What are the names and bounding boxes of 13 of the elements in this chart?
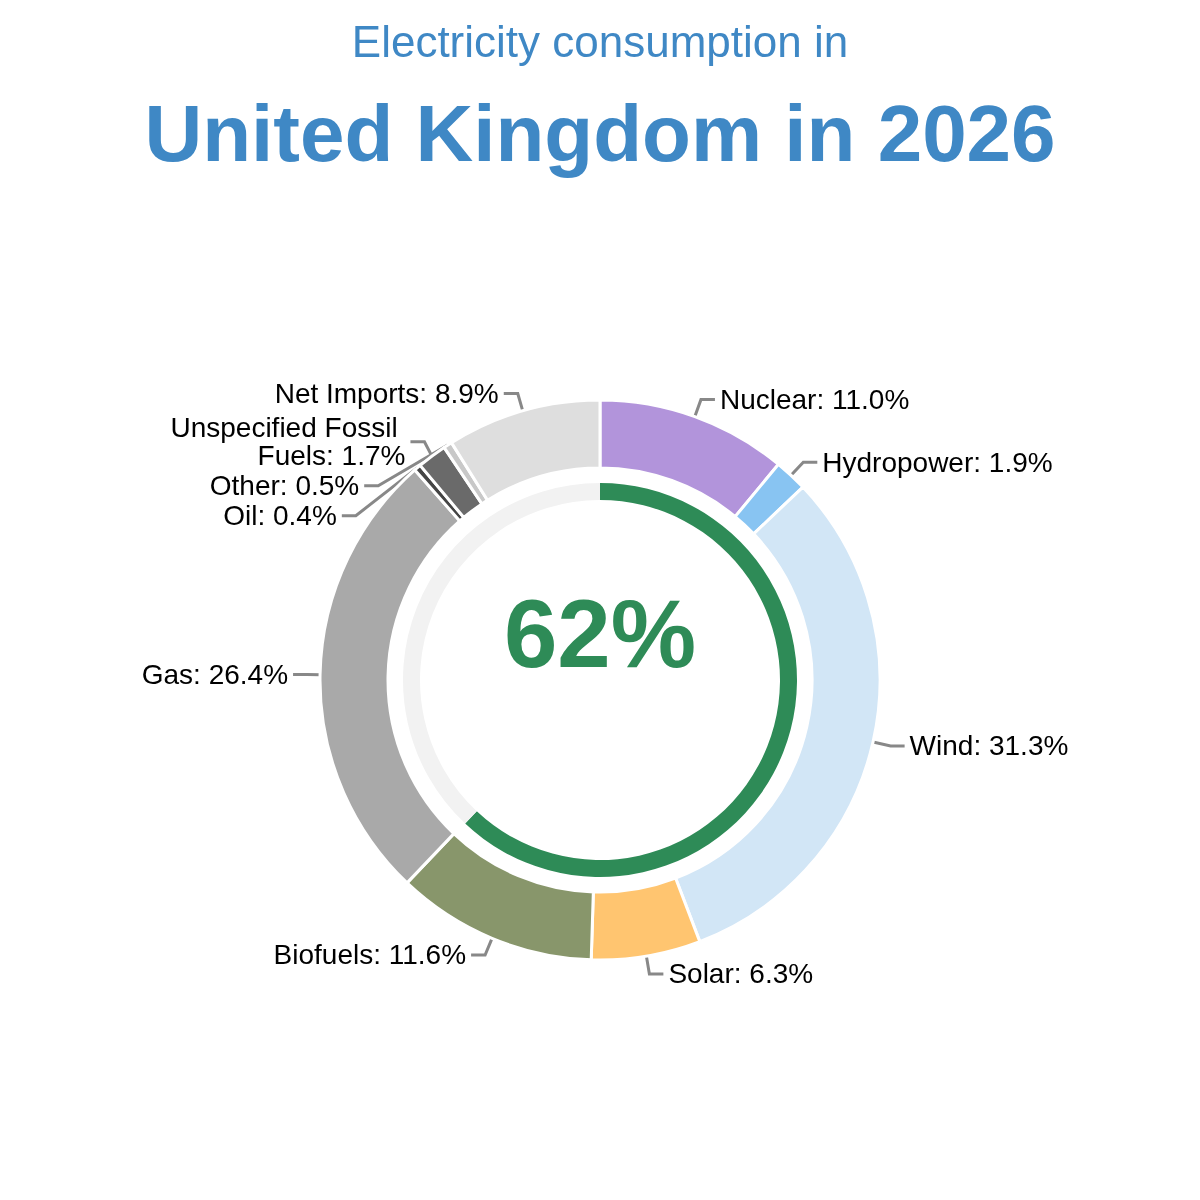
- text: 62%: [503, 579, 697, 687]
- slice-label: Other: 0.5%: [209, 470, 360, 502]
- slice-label: Nuclear: 11.0%: [719, 384, 910, 416]
- slice-label: Oil: 0.4%: [223, 500, 337, 532]
- slice-label: Solar: 6.3%: [668, 958, 814, 990]
- slice-label: Net Imports: 8.9%: [274, 378, 499, 410]
- chart-title: United Kingdom in 2026: [144, 88, 1056, 178]
- chart-subtitle: Electricity consumption in: [351, 16, 849, 66]
- slice-label: Hydropower: 1.9%: [822, 446, 1053, 478]
- slice-label: Biofuels: 11.6%: [273, 939, 467, 971]
- slice-label: Wind: 31.3%: [909, 730, 1069, 762]
- slice-label: Gas: 26.4%: [141, 658, 289, 690]
- slice-label: Unspecified Fossil Fuels: 1.7%: [170, 412, 406, 472]
